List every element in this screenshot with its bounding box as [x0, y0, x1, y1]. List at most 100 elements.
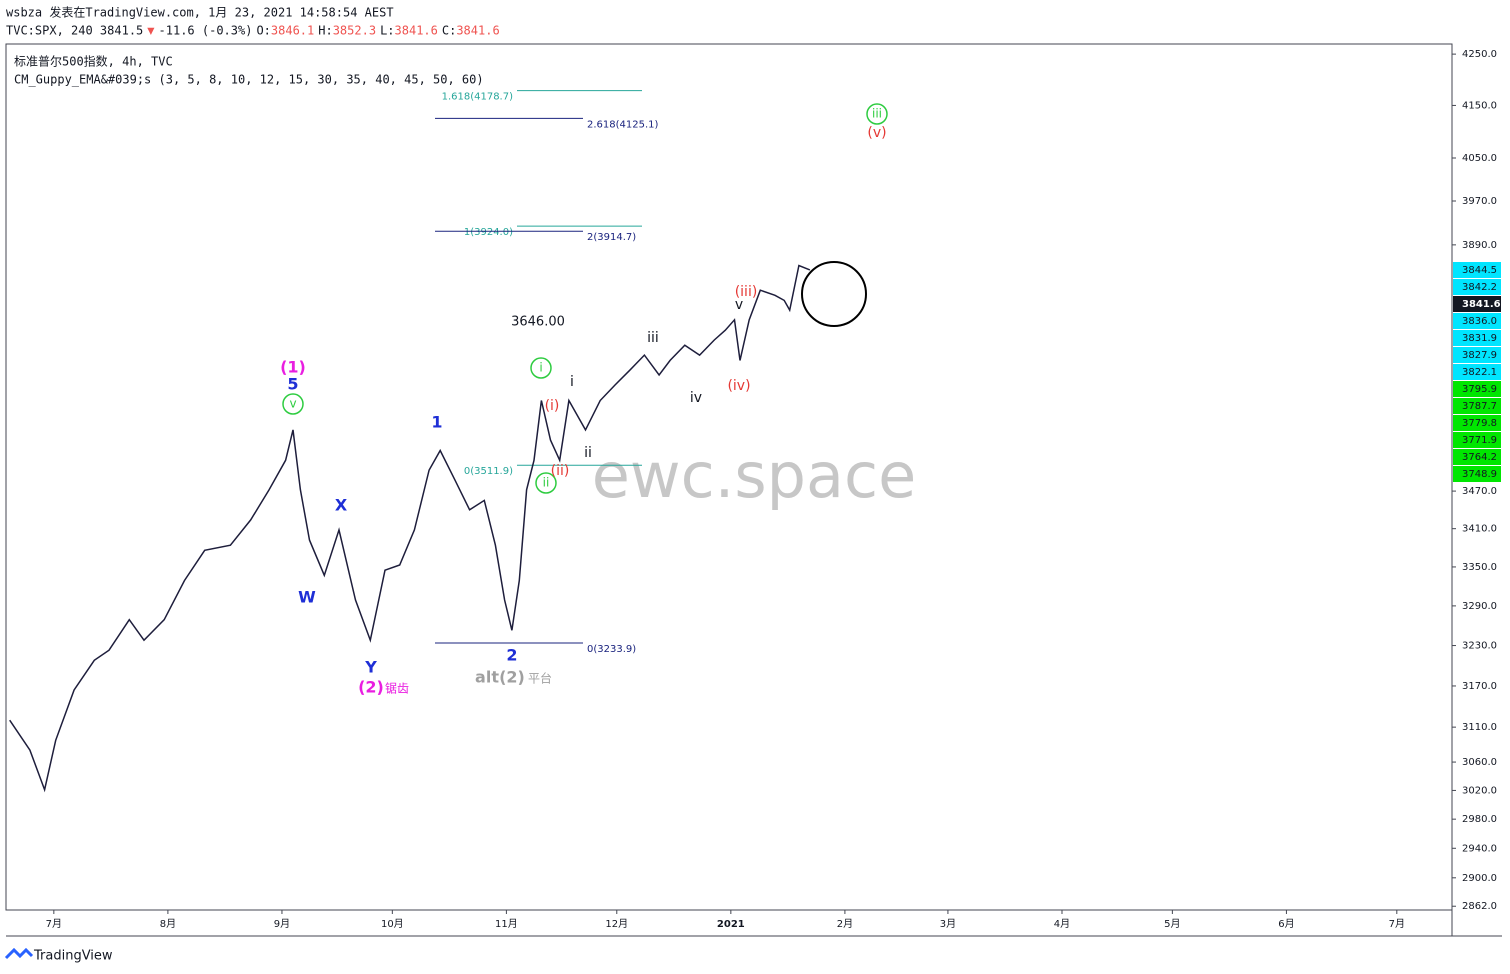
wave-circle — [866, 103, 888, 125]
price-badge — [1453, 398, 1501, 414]
fib-label: 0(3511.9) — [464, 466, 513, 477]
x-tick-label: 2月 — [837, 918, 853, 930]
y-tick-label: 3290.0 — [1462, 601, 1497, 612]
x-tick-label: 5月 — [1164, 918, 1180, 930]
x-tick-label: 11月 — [495, 918, 518, 930]
wave-label: (iii) — [735, 284, 758, 300]
y-tick-label: 2980.0 — [1462, 814, 1497, 825]
price-badge-label: 3771.9 — [1462, 435, 1497, 446]
price-badge — [1453, 330, 1501, 346]
price-badge — [1453, 364, 1501, 380]
x-tick-label: 7月 — [1389, 918, 1405, 930]
y-tick-label: 3350.0 — [1462, 562, 1497, 573]
y-tick-label: 3230.0 — [1462, 641, 1497, 652]
wave-label: (v) — [867, 125, 886, 141]
y-tick-label: 3890.0 — [1462, 240, 1497, 251]
wave-label: 锯齿 — [385, 681, 409, 696]
price-badge — [1453, 262, 1501, 278]
y-tick-label: 2940.0 — [1462, 843, 1497, 854]
wave-circle — [282, 393, 304, 415]
wave-label: W — [298, 588, 316, 607]
fib-label: 1.618(4178.7) — [442, 92, 514, 103]
fib-label: 0(3233.9) — [587, 644, 636, 655]
wave-label: (2) — [499, 668, 525, 687]
y-tick-label: 3170.0 — [1462, 681, 1497, 692]
price-badge-label: 3764.2 — [1462, 452, 1497, 463]
price-badge-label: 3827.9 — [1462, 350, 1497, 361]
price-badge-label: 3787.7 — [1462, 401, 1497, 412]
wave-label: v — [735, 297, 743, 313]
y-tick-label: 3470.0 — [1462, 486, 1497, 497]
quote-part: C: — [442, 24, 456, 38]
brand: TradingView — [33, 949, 113, 964]
quote-part: 3852.3 — [333, 24, 376, 38]
price-badge — [1453, 466, 1501, 482]
wave-label: X — [335, 496, 348, 515]
wave-label: 5 — [287, 375, 298, 394]
price-badge — [1453, 279, 1501, 295]
y-tick-label: 4150.0 — [1462, 100, 1497, 111]
x-tick-label: 9月 — [274, 918, 290, 930]
quote-part: L: — [380, 24, 394, 38]
x-tick-label: 10月 — [381, 918, 404, 930]
x-tick-label: 3月 — [940, 918, 956, 930]
watermark: ewc.space — [592, 439, 917, 512]
y-tick-label: 3410.0 — [1462, 524, 1497, 535]
quote-part: -11.6 (-0.3%) — [159, 24, 253, 38]
price-badge-label: 3748.9 — [1462, 469, 1497, 480]
x-tick-label: 12月 — [605, 918, 628, 930]
tradingview-logo: TradingView — [4, 947, 113, 964]
y-tick-label: 3110.0 — [1462, 722, 1497, 733]
price-badge — [1453, 313, 1501, 329]
wave-label: ii — [584, 445, 592, 461]
wave-label: i — [570, 374, 574, 390]
fib-label: 1(3924.0) — [464, 227, 513, 238]
wave-label: 3646.00 — [511, 315, 565, 330]
price-badge-label: 3822.1 — [1462, 367, 1497, 378]
wave-label: (2) — [358, 678, 384, 697]
wave-circle — [535, 472, 557, 494]
x-tick-label: 4月 — [1054, 918, 1070, 930]
wave-circle — [530, 357, 552, 379]
wave-label: iv — [690, 390, 702, 406]
wave-label: Y — [364, 658, 377, 677]
y-tick-label: 4050.0 — [1462, 153, 1497, 164]
wave-label: alt — [475, 668, 499, 687]
x-tick-label: 7月 — [46, 918, 62, 930]
y-tick-label: 2900.0 — [1462, 873, 1497, 884]
quote-part: O: — [256, 24, 270, 38]
wave-label: (ii) — [551, 463, 570, 479]
y-tick-label: 3060.0 — [1462, 757, 1497, 768]
symbol-title: 标准普尔500指数, 4h, TVC — [14, 54, 173, 69]
x-tick-label: 2021 — [717, 919, 745, 930]
indicator-title: CM_Guppy_EMA&#039;s (3, 5, 8, 10, 12, 15… — [14, 73, 484, 87]
price-badge-label: 3795.9 — [1462, 384, 1497, 395]
y-tick-label: 2862.0 — [1462, 901, 1497, 912]
price-badge-label: 3841.6 — [1462, 299, 1501, 310]
price-badge-label: 3779.8 — [1462, 418, 1497, 429]
wave-label: ii — [543, 476, 550, 490]
quote-part: ▼ — [147, 24, 155, 38]
quote-line: TVC:SPX, 240 3841.5 ▼ -11.6 (-0.3%) O: 3846.… — [6, 24, 500, 38]
wave-label: (1) — [280, 358, 306, 377]
highlight-circle — [801, 261, 867, 327]
price-badge-label: 3842.2 — [1462, 282, 1497, 293]
wave-label: 平台 — [528, 671, 552, 686]
wave-label: v — [289, 397, 296, 411]
quote-part: 3846.1 — [271, 24, 314, 38]
price-badge-label: 3836.0 — [1462, 316, 1497, 327]
wave-label: i — [539, 361, 542, 375]
price-badge — [1453, 432, 1501, 448]
wave-label: (iv) — [727, 378, 750, 394]
quote-part: TVC:SPX, 240 3841.5 — [6, 24, 143, 38]
quote-part: 3841.6 — [395, 24, 438, 38]
price-badge-label: 3831.9 — [1462, 333, 1497, 344]
header-line: wsbza 发表在TradingView.com, 1月 23, 2021 14… — [6, 5, 394, 20]
x-tick-label: 8月 — [160, 918, 176, 930]
wave-label: 2 — [506, 646, 517, 665]
y-tick-label: 4250.0 — [1462, 49, 1497, 60]
x-tick-label: 6月 — [1278, 918, 1294, 930]
logo-mark — [4, 947, 34, 960]
wave-label: 1 — [431, 413, 442, 432]
